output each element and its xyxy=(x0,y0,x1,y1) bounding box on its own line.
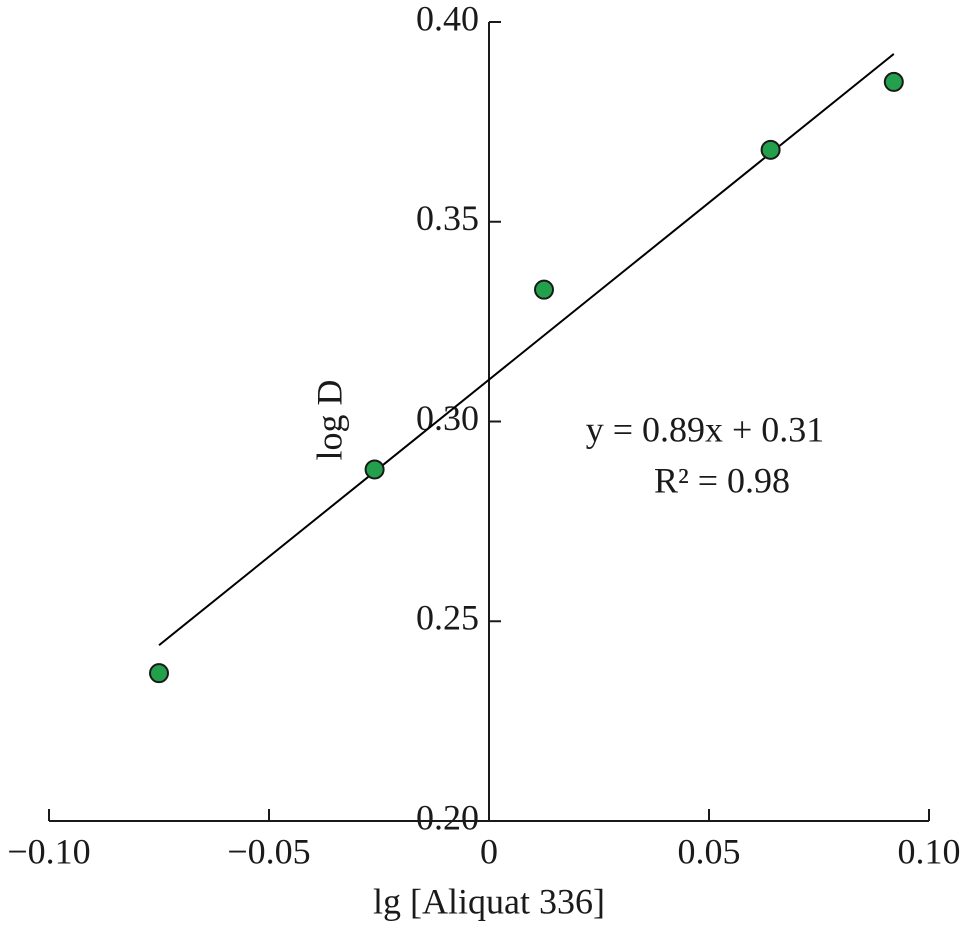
x-tick-label: 0.05 xyxy=(678,831,741,871)
y-tick-label: 0.35 xyxy=(416,198,479,238)
x-tick-label: 0 xyxy=(480,831,498,871)
r-squared: R² = 0.98 xyxy=(654,460,790,500)
x-tick-label: 0.10 xyxy=(898,831,961,871)
x-axis-title: lg [Aliquat 336] xyxy=(373,881,605,921)
x-tick-label: −0.05 xyxy=(227,831,310,871)
fit-line xyxy=(158,53,895,646)
y-tick-label: 0.25 xyxy=(416,598,479,638)
data-point xyxy=(883,71,904,92)
data-point xyxy=(760,139,781,160)
y-tick-label: 0.40 xyxy=(416,0,479,38)
y-tick-label: 0.20 xyxy=(416,797,479,837)
equation: y = 0.89x + 0.31 xyxy=(586,409,825,449)
y-axis-title: log D xyxy=(309,380,349,461)
data-point xyxy=(149,663,169,684)
x-tick-label: −0.10 xyxy=(7,831,90,871)
data-point xyxy=(534,279,554,300)
data-point xyxy=(364,459,385,480)
